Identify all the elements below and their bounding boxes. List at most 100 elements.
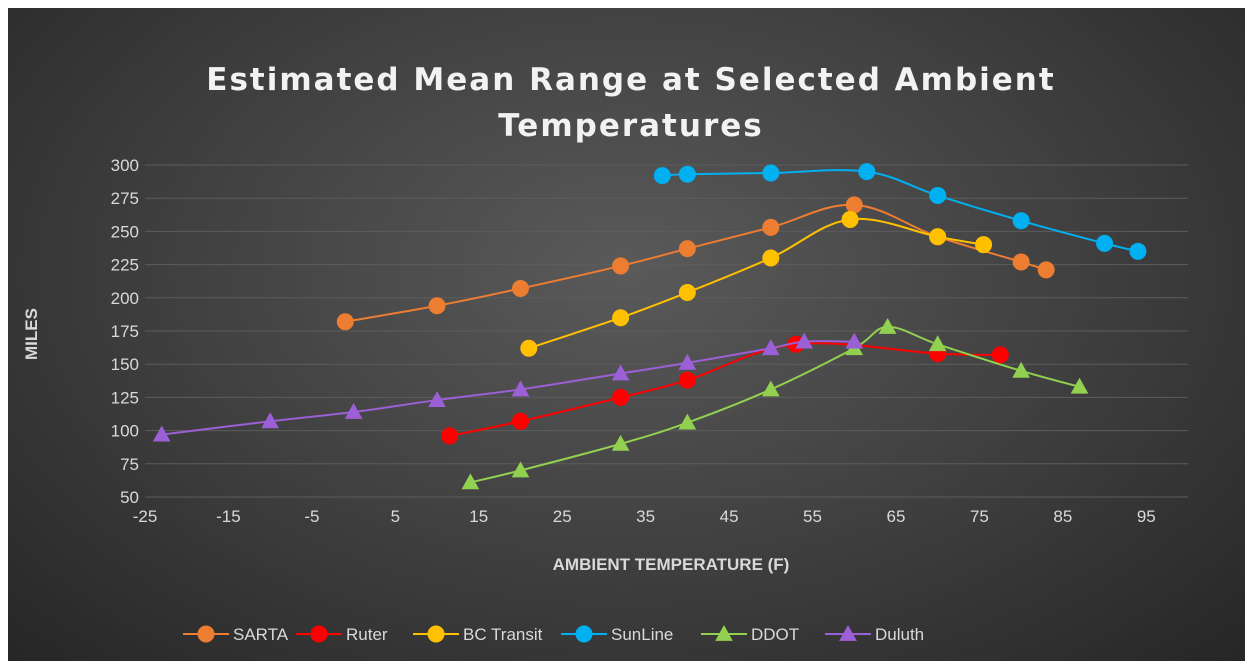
chart-frame: Estimated Mean Range at Selected Ambient… — [8, 8, 1245, 661]
duluth-point — [511, 380, 530, 397]
legend-label: Ruter — [346, 625, 388, 644]
sarta-point — [678, 240, 696, 258]
legend-marker — [197, 625, 215, 643]
chart-title: Estimated Mean Range at Selected Ambient… — [206, 62, 1053, 144]
sunline-line — [662, 169, 1139, 253]
legend-marker — [575, 625, 593, 643]
series-duluth — [152, 332, 864, 442]
ddot-point — [678, 413, 697, 430]
sunline-point — [762, 164, 780, 182]
ddot-point — [878, 317, 897, 334]
series-ddot — [461, 317, 1089, 490]
sunline-point — [858, 163, 876, 181]
legend-item-sarta: SARTA — [183, 625, 289, 644]
legend-marker — [839, 624, 857, 641]
sarta-point — [511, 280, 529, 298]
legend-label: SARTA — [233, 625, 289, 644]
legend: SARTA Ruter BC Transit SunLine DDOT Duluth — [183, 624, 924, 644]
x-tick-label: -15 — [216, 507, 241, 526]
ddot-point — [1012, 361, 1030, 378]
line-chart: Estimated Mean Range at Selected Ambient… — [22, 62, 1188, 644]
y-tick-label: 225 — [111, 256, 139, 275]
sarta-point — [1037, 261, 1055, 279]
legend-item-sunline: SunLine — [561, 625, 673, 644]
series-sunline — [653, 163, 1147, 260]
y-tick-label: 150 — [111, 355, 139, 374]
ddot-point — [1070, 377, 1089, 394]
sunline-point — [1096, 234, 1114, 252]
sunline-point — [1129, 242, 1147, 260]
y-tick-label: 300 — [111, 156, 139, 175]
y-tick-label: 50 — [120, 488, 139, 507]
x-tick-label: 35 — [636, 507, 655, 526]
x-tick-label: 95 — [1137, 507, 1156, 526]
sunline-point — [653, 167, 671, 185]
duluth-point — [678, 353, 697, 370]
sunline-point — [1012, 212, 1030, 230]
bc-transit-point — [975, 236, 993, 254]
duluth-point — [761, 339, 780, 356]
x-tick-label: -5 — [304, 507, 319, 526]
gridlines — [145, 164, 1188, 498]
bc-transit-point — [612, 309, 630, 327]
ddot-point — [461, 473, 480, 490]
sarta-line — [345, 203, 1047, 323]
ddot-point — [928, 335, 947, 352]
sunline-point — [678, 165, 696, 183]
bc-transit-point — [762, 249, 780, 267]
sarta-point — [336, 313, 354, 331]
y-tick-label: 125 — [111, 388, 139, 407]
series-bc-transit — [520, 210, 993, 357]
bc-transit-point — [520, 339, 538, 357]
sarta-point — [1012, 253, 1030, 271]
y-axis-title: MILES — [22, 308, 41, 360]
legend-item-duluth: Duluth — [825, 624, 924, 644]
series-layer — [152, 163, 1147, 490]
series-sarta — [336, 196, 1055, 331]
sunline-point — [929, 187, 947, 205]
ruter-point — [991, 346, 1009, 364]
y-tick-label: 200 — [111, 289, 139, 308]
duluth-line — [161, 340, 855, 436]
legend-label: BC Transit — [463, 625, 543, 644]
y-tick-label: 100 — [111, 422, 139, 441]
ddot-point — [761, 380, 780, 397]
ruter-point — [511, 412, 529, 430]
legend-marker — [310, 625, 328, 643]
duluth-point — [611, 364, 630, 381]
legend-marker — [427, 625, 445, 643]
x-tick-label: 55 — [803, 507, 822, 526]
axis-ticks: 50 75 100 125 150 175 200 225 250 275 300 -25 -15 -5 5… — [111, 156, 1156, 526]
sarta-point — [612, 257, 630, 275]
sarta-point — [428, 297, 446, 315]
ruter-point — [678, 371, 696, 389]
x-tick-label: 5 — [391, 507, 400, 526]
x-tick-label: 85 — [1053, 507, 1072, 526]
legend-label: Duluth — [875, 625, 924, 644]
sarta-point — [762, 218, 780, 236]
legend-item-bc-transit: BC Transit — [413, 625, 543, 644]
legend-label: DDOT — [751, 625, 799, 644]
ruter-point — [441, 427, 459, 445]
ruter-point — [612, 388, 630, 406]
bc-transit-line — [528, 217, 984, 350]
legend-marker — [715, 624, 733, 641]
bc-transit-point — [678, 283, 696, 301]
chart-title-line-2: Temperatures — [498, 108, 763, 144]
legend-label: SunLine — [611, 625, 673, 644]
x-tick-label: 15 — [469, 507, 488, 526]
ddot-line — [470, 326, 1080, 484]
ddot-point — [611, 434, 630, 451]
duluth-point — [344, 402, 363, 419]
duluth-point — [261, 412, 280, 429]
duluth-point — [152, 425, 171, 442]
bc-transit-point — [841, 210, 859, 228]
x-axis-title: AMBIENT TEMPERATURE (F) — [553, 555, 790, 574]
x-tick-label: 75 — [970, 507, 989, 526]
bc-transit-point — [929, 228, 947, 246]
y-tick-label: 275 — [111, 189, 139, 208]
x-tick-label: -25 — [133, 507, 158, 526]
y-tick-label: 175 — [111, 322, 139, 341]
legend-item-ddot: DDOT — [701, 624, 799, 644]
duluth-point — [795, 332, 814, 349]
